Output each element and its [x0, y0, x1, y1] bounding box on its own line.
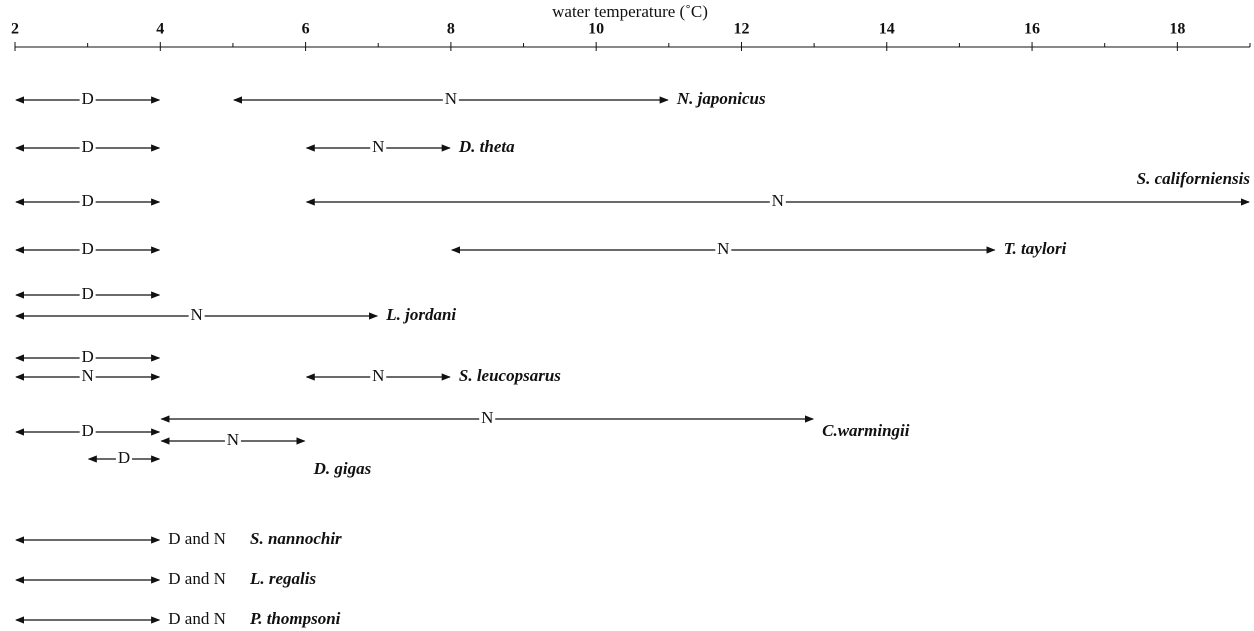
label-bg: [79, 349, 96, 367]
label-bg: [370, 368, 387, 386]
species-name: C.warmingii: [822, 421, 910, 440]
label-bg: [769, 193, 786, 211]
range-label: D and N: [168, 569, 226, 588]
x-tick-label: 4: [156, 21, 164, 38]
label-bg: [224, 432, 241, 450]
label-bg: [79, 423, 96, 441]
species-name: D. theta: [458, 137, 515, 156]
label-bg: [479, 410, 496, 428]
axis-title: water temperature (˚C): [552, 2, 708, 21]
label-bg: [442, 91, 459, 109]
label-bg: [79, 139, 96, 157]
range-label: N: [227, 430, 239, 449]
range-label: D: [82, 347, 94, 366]
range-label: N: [372, 137, 384, 156]
range-label: D: [82, 89, 94, 108]
range-label: D: [82, 239, 94, 258]
label-bg: [79, 193, 96, 211]
range-label: D and N: [168, 529, 226, 548]
x-tick-label: 2: [11, 21, 19, 38]
range-label: N: [190, 305, 202, 324]
range-label: N: [717, 239, 729, 258]
species-name: S. californiensis: [1137, 169, 1251, 188]
range-label: D and N: [168, 609, 226, 628]
x-tick-label: 14: [879, 21, 895, 38]
range-label: N: [481, 408, 493, 427]
range-label: N: [772, 191, 784, 210]
x-tick-label: 18: [1169, 21, 1185, 38]
label-bg: [79, 286, 96, 304]
species-name: T. taylori: [1004, 239, 1067, 258]
species-name: S. nannochir: [250, 529, 342, 548]
range-label: D: [82, 137, 94, 156]
range-label: N: [445, 89, 457, 108]
x-tick-label: 8: [447, 21, 455, 38]
label-bg: [79, 91, 96, 109]
range-label: D: [82, 284, 94, 303]
label-bg: [188, 307, 205, 325]
range-label: D: [82, 191, 94, 210]
species-name: L. jordani: [385, 305, 456, 324]
species-name: P. thompsoni: [249, 609, 341, 628]
x-tick-label: 12: [733, 21, 749, 38]
label-bg: [79, 241, 96, 259]
label-bg: [715, 241, 732, 259]
species-name: D. gigas: [313, 459, 372, 478]
label-bg: [79, 368, 96, 386]
species-name: S. leucopsarus: [459, 366, 561, 385]
range-label: D: [118, 448, 130, 467]
species-name: N. japonicus: [676, 89, 766, 108]
label-bg: [370, 139, 387, 157]
x-tick-label: 6: [302, 21, 310, 38]
x-tick-label: 16: [1024, 21, 1040, 38]
range-label: N: [372, 366, 384, 385]
range-label: D: [82, 421, 94, 440]
range-label: N: [82, 366, 94, 385]
label-bg: [115, 450, 132, 468]
species-name: L. regalis: [249, 569, 316, 588]
x-tick-label: 10: [588, 21, 604, 38]
